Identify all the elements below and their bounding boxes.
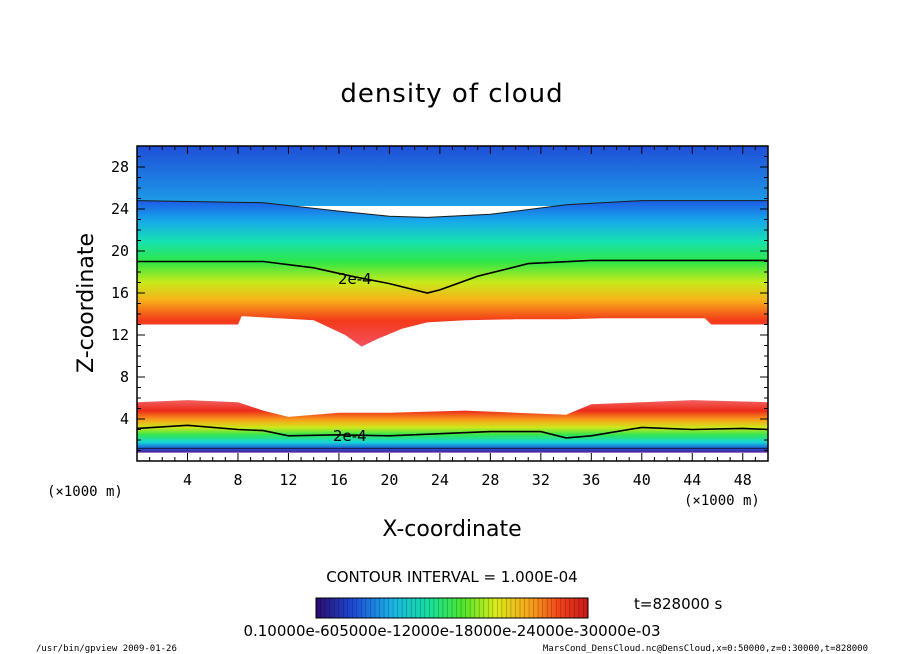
- lower-contour-2e-4: [137, 424, 768, 439]
- y-tick-label: 12: [111, 326, 129, 344]
- lower-cloud-layer: [137, 400, 768, 453]
- x-tick-label: 20: [380, 471, 398, 489]
- x-tick-label: 12: [279, 471, 297, 489]
- footer-right: MarsCond_DensCloud.nc@DensCloud,x=0:5000…: [543, 644, 868, 654]
- x-axis-ticks: 4 8 12 16 20 24 28 32 36 40 44 48: [149, 146, 756, 489]
- y-axis-unit: (×1000 m): [47, 484, 123, 500]
- x-tick-label: 4: [183, 471, 192, 489]
- svg-text:2e-4: 2e-4: [338, 270, 372, 288]
- colorbar: [315, 597, 589, 619]
- svg-text:2e-4: 2e-4: [333, 427, 367, 445]
- y-tick-label: 4: [120, 410, 129, 428]
- plot-area: [137, 146, 768, 461]
- upper-sky-band: [137, 146, 768, 206]
- x-axis-unit: (×1000 m): [684, 493, 760, 509]
- upper-cloud-layer: [137, 200, 768, 347]
- y-tick-label: 24: [111, 200, 129, 218]
- y-axis-ticks: 4 8 12 16 20 24 28: [111, 156, 768, 451]
- x-tick-label: 8: [233, 471, 242, 489]
- x-axis-label: X-coordinate: [382, 517, 521, 542]
- x-tick-label: 16: [330, 471, 348, 489]
- x-tick-label: 24: [431, 471, 449, 489]
- upper-cloud-top-contour: [137, 200, 768, 218]
- colorbar-tick-labels: 0.10000e-605000e-12000e-18000e-24000e-30…: [243, 622, 660, 640]
- y-tick-label: 28: [111, 158, 129, 176]
- upper-contour-2e-4: [137, 259, 768, 294]
- y-tick-label: 20: [111, 242, 129, 260]
- y-tick-label: 16: [111, 284, 129, 302]
- x-tick-label: 36: [582, 471, 600, 489]
- colorbar-stripes: [320, 598, 584, 618]
- x-tick-label: 48: [734, 471, 752, 489]
- contour-label-upper: 2e-4: [338, 270, 372, 288]
- contour-interval-text: CONTOUR INTERVAL = 1.000E-04: [326, 568, 577, 586]
- y-tick-label: 8: [120, 368, 129, 386]
- x-tick-label: 40: [633, 471, 651, 489]
- footer-left: /usr/bin/gpview 2009-01-26: [36, 644, 177, 654]
- x-tick-label: 44: [683, 471, 701, 489]
- contour-label-lower: 2e-4: [333, 427, 367, 445]
- x-tick-label: 32: [532, 471, 550, 489]
- x-tick-label: 28: [481, 471, 499, 489]
- chart-title: density of cloud: [340, 79, 563, 109]
- y-axis-label: Z-coordinate: [74, 233, 99, 373]
- time-text: t=828000 s: [634, 595, 722, 613]
